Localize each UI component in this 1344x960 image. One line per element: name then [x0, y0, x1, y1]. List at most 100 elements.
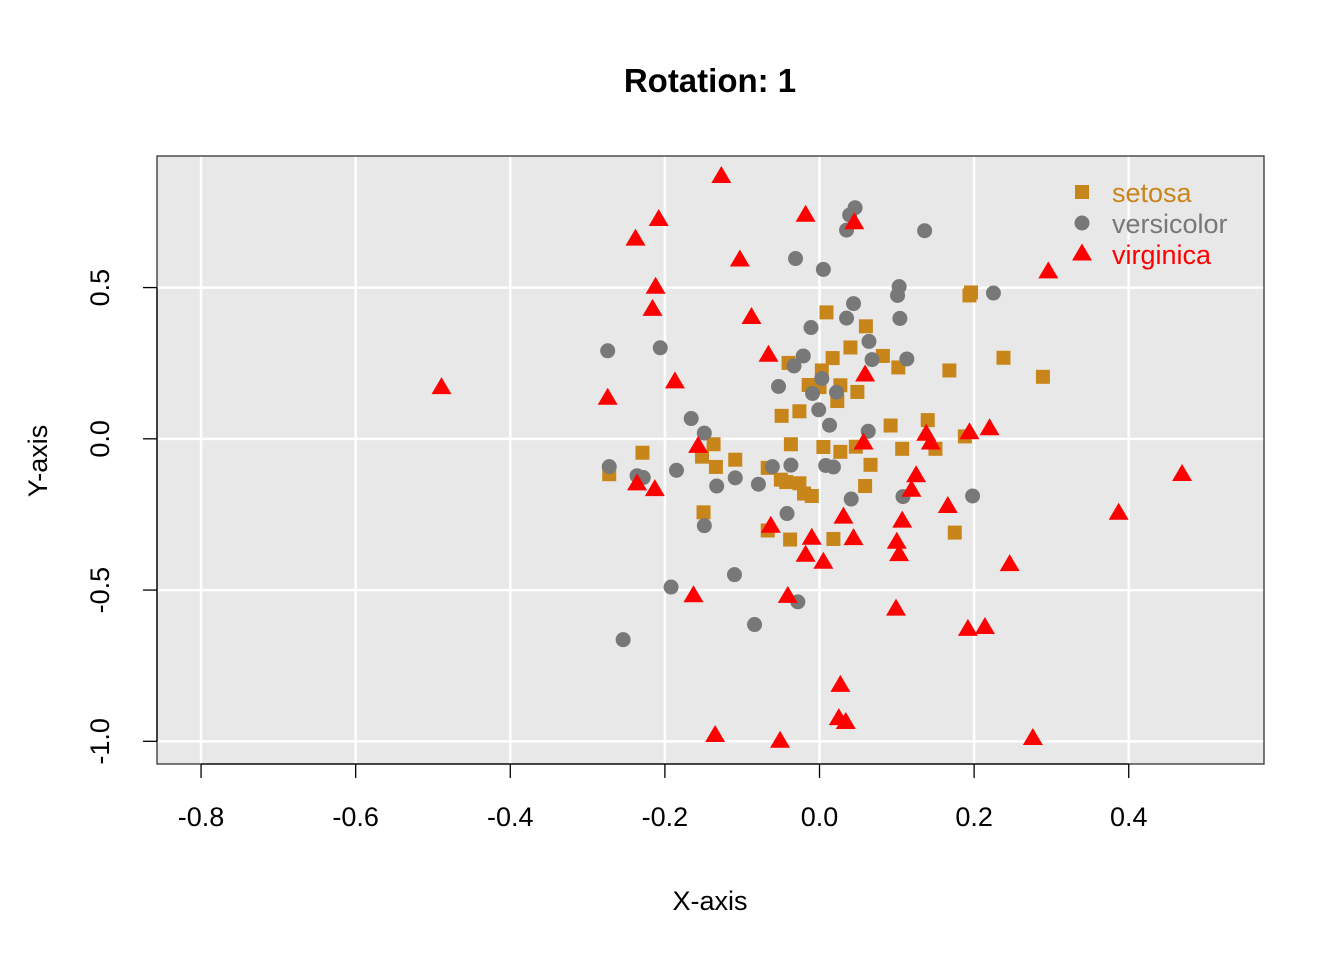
virginica-point [760, 515, 781, 533]
versicolor-point [600, 343, 616, 359]
x-tick-label: 0.4 [1110, 802, 1148, 832]
versicolor-point [814, 371, 830, 387]
virginica-point [711, 166, 732, 184]
versicolor-point [829, 384, 845, 400]
versicolor-point [747, 617, 763, 633]
versicolor-point [726, 567, 742, 583]
versicolor-point [727, 470, 743, 486]
virginica-point [886, 531, 907, 549]
virginica-point [1108, 502, 1129, 520]
virginica-point [892, 510, 913, 528]
x-tick-label: -0.8 [178, 802, 225, 832]
virginica-point [813, 551, 834, 569]
virginica-point [937, 496, 958, 514]
x-axis-label: X-axis [672, 886, 747, 916]
versicolor-point [771, 378, 787, 394]
setosa-point [863, 457, 878, 472]
virginica-point [705, 725, 726, 743]
versicolor-point [899, 351, 915, 367]
versicolor-point [891, 279, 907, 295]
setosa-point [694, 449, 709, 464]
setosa-point [783, 437, 798, 452]
versicolor-point [601, 459, 617, 475]
setosa-point [826, 531, 841, 546]
legend-label-virginica: virginica [1112, 240, 1212, 270]
setosa-point [774, 408, 789, 423]
y-tick-label: -0.5 [85, 567, 115, 614]
versicolor-point [615, 632, 631, 648]
chart-title: Rotation: 1 [624, 62, 796, 99]
virginica-point [648, 208, 669, 226]
setosa-point [819, 305, 834, 320]
virginica-point [853, 432, 874, 450]
data-points [431, 166, 1193, 748]
versicolor-point [783, 457, 799, 473]
y-tick-label: -1.0 [85, 718, 115, 765]
x-axis: -0.8 -0.6 -0.4 -0.2 0.0 0.2 0.4 [178, 763, 1148, 832]
versicolor-point [786, 358, 802, 374]
y-axis: -1.0 -0.5 0.0 0.5 [85, 269, 158, 765]
setosa-point [825, 351, 840, 366]
versicolor-point [847, 200, 863, 216]
x-tick-label: -0.4 [487, 802, 534, 832]
versicolor-point [663, 579, 679, 595]
virginica-point [777, 585, 798, 603]
legend-marker-versicolor [1074, 215, 1090, 231]
setosa-point [728, 452, 743, 467]
versicolor-point [846, 296, 862, 312]
setosa-point [858, 479, 873, 494]
virginica-point [889, 544, 910, 562]
y-axis-label: Y-axis [23, 425, 53, 498]
virginica-point [770, 730, 791, 748]
versicolor-point [825, 459, 841, 475]
setosa-point [883, 418, 898, 433]
versicolor-point [805, 385, 821, 401]
versicolor-point [709, 478, 725, 494]
virginica-point [1038, 261, 1059, 279]
setosa-point [816, 439, 831, 454]
versicolor-point [917, 223, 933, 239]
virginica-point [844, 212, 865, 230]
setosa-point [792, 404, 807, 419]
versicolor-point [696, 425, 712, 441]
setosa-point [858, 319, 873, 334]
setosa-point [1035, 369, 1050, 384]
setosa-point [843, 340, 858, 355]
virginica-point [959, 422, 980, 440]
versicolor-point [779, 506, 795, 522]
setosa-point [783, 532, 798, 547]
versicolor-point [892, 310, 908, 326]
versicolor-point [652, 340, 668, 356]
virginica-point [1172, 463, 1193, 481]
virginica-point [431, 377, 452, 395]
setosa-point [708, 459, 723, 474]
virginica-point [999, 554, 1020, 572]
legend-marker-setosa [1075, 185, 1089, 199]
versicolor-point [815, 261, 831, 277]
virginica-point [855, 364, 876, 382]
virginica-point [957, 618, 978, 636]
setosa-point [706, 437, 721, 452]
virginica-point [795, 204, 816, 222]
versicolor-point [795, 348, 811, 364]
versicolor-point [965, 488, 981, 504]
virginica-point [642, 298, 663, 316]
setosa-point [696, 505, 711, 520]
virginica-point [627, 473, 648, 491]
virginica-point [901, 479, 922, 497]
y-tick-label: 0.0 [85, 420, 115, 458]
legend-marker-virginica [1072, 243, 1092, 261]
virginica-point [906, 465, 927, 483]
setosa-point [779, 475, 794, 490]
x-tick-label: 0.0 [801, 802, 839, 832]
virginica-point [801, 527, 822, 545]
virginica-point [833, 506, 854, 524]
versicolor-point [864, 352, 880, 368]
virginica-point [688, 435, 709, 453]
versicolor-point [788, 251, 804, 267]
versicolor-point [822, 417, 838, 433]
x-tick-label: -0.6 [332, 802, 379, 832]
virginica-point [835, 712, 856, 730]
versicolor-point [683, 411, 699, 427]
